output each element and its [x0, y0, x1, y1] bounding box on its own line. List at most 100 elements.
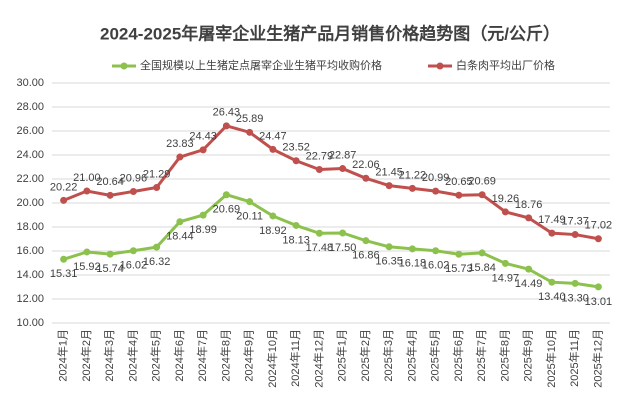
- data-label: 19.26: [492, 193, 520, 205]
- data-point: [571, 231, 579, 239]
- y-tick-label: 10.00: [16, 317, 44, 329]
- x-tick-label: 2025年9月: [521, 329, 535, 382]
- data-point: [269, 145, 277, 153]
- y-tick-label: 16.00: [16, 245, 44, 257]
- data-point: [432, 247, 440, 255]
- x-tick-label: 2024年3月: [102, 329, 116, 382]
- data-label: 26.43: [213, 107, 241, 119]
- data-label: 20.64: [96, 176, 124, 188]
- data-label: 21.00: [73, 172, 101, 184]
- data-label: 25.89: [236, 113, 264, 125]
- data-label: 14.97: [492, 272, 520, 284]
- data-label: 17.50: [329, 242, 357, 254]
- data-point: [106, 191, 114, 199]
- data-label: 22.87: [329, 149, 357, 161]
- data-label: 18.13: [282, 234, 310, 246]
- data-point: [362, 174, 370, 182]
- data-label: 20.22: [50, 181, 78, 193]
- data-point: [525, 214, 533, 222]
- data-label: 15.84: [468, 262, 496, 274]
- data-point: [362, 237, 370, 245]
- data-point: [408, 245, 416, 253]
- data-label: 16.02: [120, 260, 148, 272]
- data-point: [385, 182, 393, 190]
- y-tick-label: 14.00: [16, 269, 44, 281]
- data-label: 20.96: [120, 172, 148, 184]
- data-label: 17.37: [561, 215, 589, 227]
- data-point: [60, 255, 68, 263]
- data-point: [432, 187, 440, 195]
- data-point: [385, 243, 393, 251]
- data-point: [455, 250, 463, 258]
- data-point: [571, 279, 579, 287]
- data-label: 17.02: [585, 220, 613, 232]
- data-point: [478, 191, 486, 199]
- x-tick-label: 2024年11月: [288, 329, 302, 387]
- data-point: [548, 229, 556, 237]
- data-label: 13.40: [538, 291, 566, 303]
- y-tick-label: 20.00: [16, 197, 44, 209]
- y-tick-label: 22.00: [16, 173, 44, 185]
- x-tick-label: 2025年4月: [404, 329, 418, 382]
- data-point: [106, 250, 114, 258]
- x-tick-label: 2025年2月: [358, 329, 372, 382]
- data-point: [455, 191, 463, 199]
- data-point: [594, 283, 602, 291]
- series-line: [63, 124, 599, 241]
- data-point: [339, 165, 347, 173]
- data-point: [594, 235, 602, 243]
- data-point: [246, 128, 254, 136]
- y-tick-label: 24.00: [16, 149, 44, 161]
- x-tick-label: 2024年1月: [56, 329, 70, 382]
- x-tick-label: 2024年8月: [218, 329, 232, 382]
- chart-title: 2024-2025年屠宰企业生猪产品月销售价格趋势图（元/公斤）: [100, 23, 560, 43]
- data-point: [548, 278, 556, 286]
- x-tick-label: 2025年12月: [590, 329, 604, 388]
- data-label: 15.92: [73, 261, 101, 273]
- data-label: 20.69: [213, 204, 241, 216]
- data-label: 17.48: [306, 242, 334, 254]
- data-point: [315, 166, 323, 174]
- data-point: [315, 229, 323, 237]
- x-tick-label: 2024年10月: [265, 329, 279, 388]
- x-tick-label: 2024年5月: [149, 329, 163, 382]
- data-label: 18.99: [189, 224, 217, 236]
- x-tick-label: 2025年3月: [381, 329, 395, 382]
- data-label: 20.11: [236, 211, 263, 223]
- data-label: 23.52: [282, 142, 310, 154]
- data-point: [525, 265, 533, 273]
- data-label: 18.92: [259, 225, 287, 237]
- data-label: 16.86: [352, 250, 380, 262]
- data-point: [129, 187, 137, 195]
- data-label: 20.69: [468, 176, 496, 188]
- data-label: 21.45: [375, 167, 403, 179]
- data-label: 18.44: [166, 231, 194, 243]
- data-point: [292, 157, 300, 165]
- data-label: 16.32: [143, 256, 171, 268]
- x-tick-label: 2025年10月: [544, 329, 558, 388]
- data-label: 16.35: [375, 256, 403, 268]
- x-tick-label: 2025年1月: [335, 329, 349, 382]
- data-label: 17.49: [538, 214, 566, 226]
- x-tick-label: 2025年11月: [567, 329, 581, 387]
- y-tick-label: 30.00: [16, 77, 44, 89]
- data-label: 16.02: [422, 260, 450, 272]
- data-point: [83, 248, 91, 256]
- data-point: [176, 218, 184, 226]
- x-tick-label: 2025年7月: [474, 329, 488, 382]
- data-label: 14.49: [515, 278, 543, 290]
- legend-label: 白条肉平均出厂价格: [456, 58, 555, 72]
- data-label: 22.79: [306, 150, 334, 162]
- data-label: 21.29: [143, 168, 171, 180]
- data-point: [222, 122, 230, 130]
- data-label: 16.18: [399, 258, 427, 270]
- x-tick-label: 2024年9月: [242, 329, 256, 382]
- data-point: [339, 229, 347, 237]
- data-point: [153, 184, 161, 192]
- data-point: [60, 196, 68, 204]
- data-point: [222, 191, 230, 199]
- data-label: 20.99: [422, 172, 450, 184]
- x-tick-label: 2024年2月: [79, 329, 93, 382]
- series-line: [63, 193, 599, 289]
- data-label: 15.73: [445, 263, 473, 275]
